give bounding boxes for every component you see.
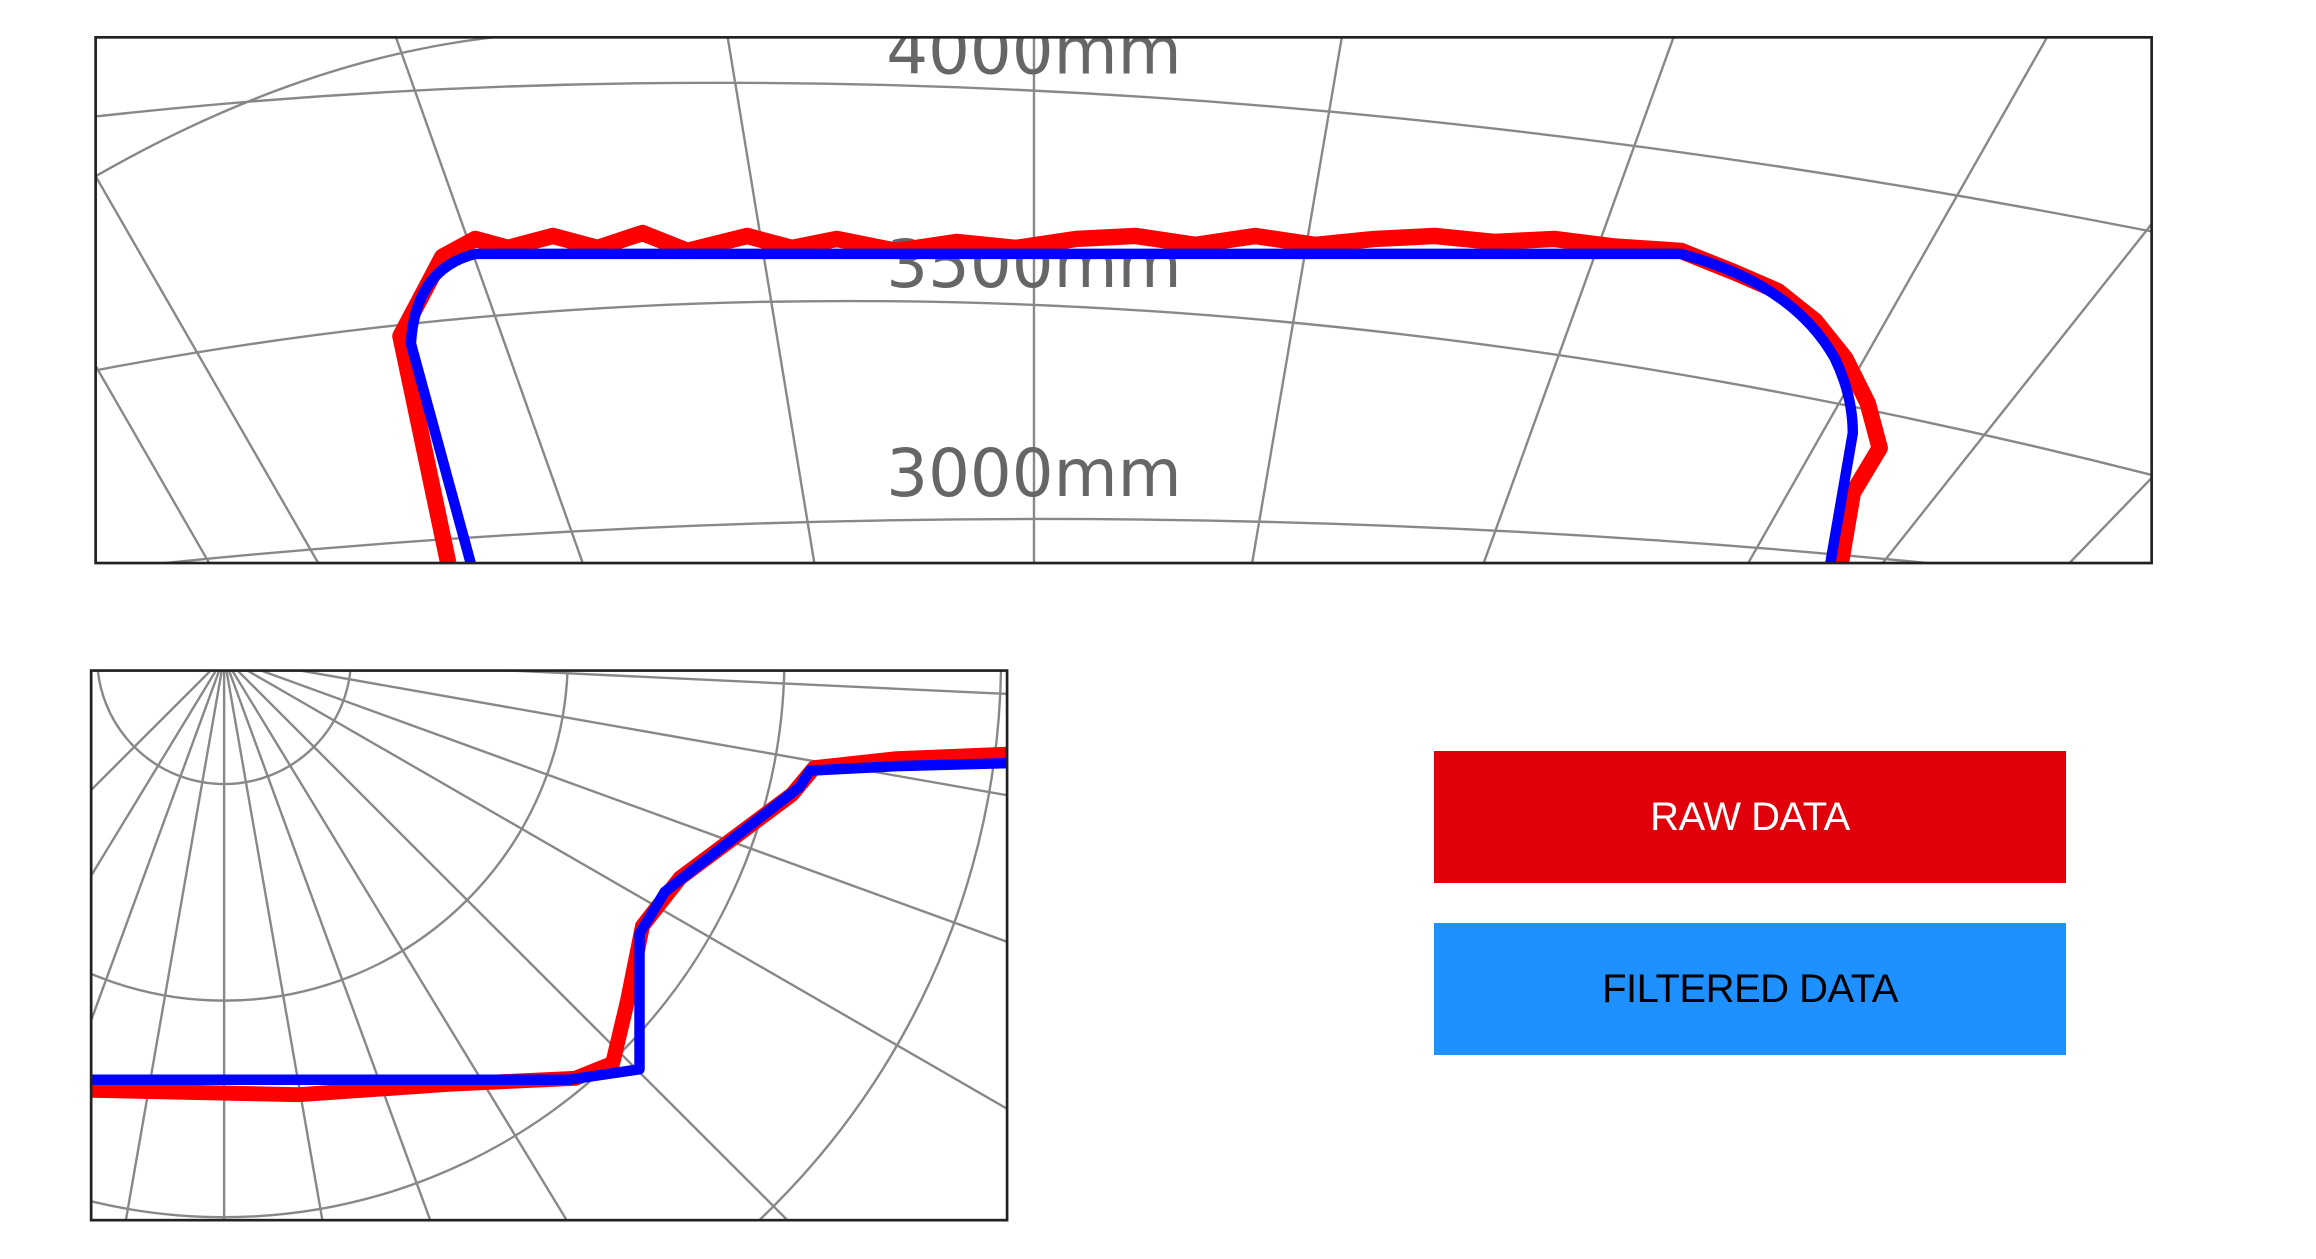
spoke — [91, 670, 221, 1024]
spoke — [245, 670, 1008, 1111]
spoke — [124, 670, 223, 1221]
filtered-trace — [405, 248, 1859, 564]
spoke — [227, 670, 432, 1221]
spoke — [257, 670, 1008, 944]
ring — [91, 670, 786, 1219]
spoke — [1881, 223, 2152, 564]
top-frame — [94, 35, 2153, 565]
raw-data-button[interactable]: RAW DATA — [1434, 751, 2066, 883]
bottom-plot — [91, 670, 1008, 1221]
spoke — [235, 670, 790, 1221]
ring — [91, 670, 569, 1002]
bottom-frame — [89, 669, 1009, 1222]
spoke — [1250, 37, 1343, 564]
ring — [95, 81, 2152, 233]
raw-trace — [91, 746, 1008, 1103]
spoke — [95, 175, 320, 564]
spoke — [726, 37, 816, 564]
ring-label: 3000mm — [886, 436, 1181, 512]
spoke — [91, 670, 218, 879]
spoke — [225, 670, 324, 1221]
top-plot: 4000mm 3500mm 3000mm — [95, 13, 2152, 564]
spoke — [1482, 37, 1675, 564]
ring-label: 4000mm — [886, 13, 1181, 89]
ring — [95, 299, 2152, 477]
spoke — [1747, 37, 2049, 564]
ring — [95, 37, 494, 178]
spoke — [95, 365, 211, 564]
spoke — [394, 37, 584, 564]
spoke — [2068, 477, 2152, 564]
polar-grid — [91, 670, 1008, 1221]
ring — [757, 670, 1003, 1221]
spoke — [484, 670, 1008, 696]
ring — [164, 517, 1928, 564]
polar-grid — [95, 37, 2152, 564]
filtered-data-button[interactable]: FILTERED DATA — [1434, 923, 2066, 1055]
spoke — [230, 670, 569, 1221]
filtered-trace — [91, 757, 1008, 1086]
